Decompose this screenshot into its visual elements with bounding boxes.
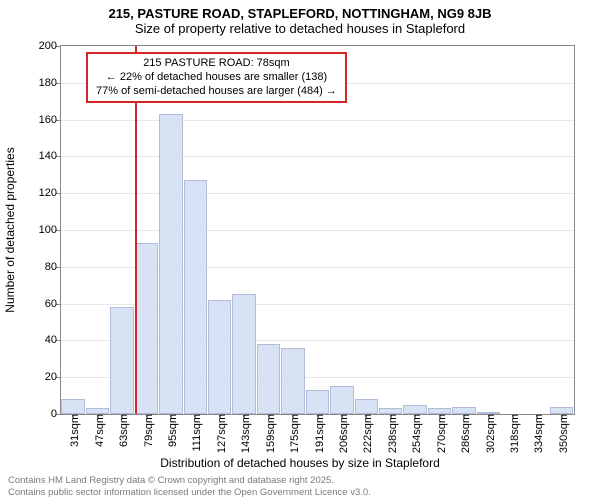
- ytick-label: 160: [39, 114, 61, 126]
- histogram-bar: [355, 399, 378, 414]
- xtick-label: 47sqm: [90, 414, 106, 447]
- histogram-bar: [159, 114, 182, 414]
- gridline: [61, 230, 574, 231]
- ytick-label: 200: [39, 40, 61, 52]
- chart-title-sub: Size of property relative to detached ho…: [0, 21, 600, 40]
- histogram-bar: [232, 294, 255, 414]
- annotation-line-1: 215 PASTURE ROAD: 78sqm: [96, 57, 337, 71]
- gridline: [61, 120, 574, 121]
- histogram-bar: [550, 407, 573, 414]
- histogram-bar: [135, 243, 158, 414]
- xtick-label: 238sqm: [383, 414, 399, 453]
- xtick-label: 127sqm: [212, 414, 228, 453]
- ytick-label: 140: [39, 150, 61, 162]
- xtick-label: 191sqm: [310, 414, 326, 453]
- xtick-label: 175sqm: [285, 414, 301, 453]
- xtick-label: 350sqm: [554, 414, 570, 453]
- histogram-bar: [110, 307, 133, 414]
- footer-line-1: Contains HM Land Registry data © Crown c…: [8, 475, 600, 486]
- ytick-label: 80: [45, 261, 61, 273]
- xtick-label: 270sqm: [432, 414, 448, 453]
- histogram-bar: [61, 399, 84, 414]
- ytick-label: 20: [45, 371, 61, 383]
- ytick-label: 180: [39, 77, 61, 89]
- ytick-label: 0: [51, 408, 61, 420]
- histogram-bar: [330, 386, 353, 414]
- xtick-label: 254sqm: [407, 414, 423, 453]
- chart-title-main: 215, PASTURE ROAD, STAPLEFORD, NOTTINGHA…: [0, 0, 600, 21]
- histogram-bar: [452, 407, 475, 414]
- xtick-label: 206sqm: [334, 414, 350, 453]
- gridline: [61, 193, 574, 194]
- histogram-bar: [208, 300, 231, 414]
- ytick-label: 60: [45, 298, 61, 310]
- xtick-label: 302sqm: [481, 414, 497, 453]
- ytick-label: 100: [39, 224, 61, 236]
- xtick-label: 143sqm: [236, 414, 252, 453]
- annotation-callout: 215 PASTURE ROAD: 78sqm ← 22% of detache…: [86, 52, 347, 103]
- histogram-bar: [306, 390, 329, 414]
- xtick-label: 79sqm: [139, 414, 155, 447]
- attribution-footer: Contains HM Land Registry data © Crown c…: [8, 475, 600, 498]
- annotation-line-2: ← 22% of detached houses are smaller (13…: [96, 71, 337, 85]
- xtick-label: 111sqm: [187, 414, 203, 452]
- xtick-label: 318sqm: [505, 414, 521, 453]
- y-axis-label: Number of detached properties: [3, 147, 17, 312]
- xtick-label: 95sqm: [163, 414, 179, 447]
- xtick-label: 222sqm: [358, 414, 374, 453]
- ytick-label: 120: [39, 187, 61, 199]
- histogram-bar: [257, 344, 280, 414]
- x-axis-label: Distribution of detached houses by size …: [0, 456, 600, 470]
- xtick-label: 63sqm: [114, 414, 130, 447]
- histogram-bar: [403, 405, 426, 414]
- xtick-label: 159sqm: [261, 414, 277, 453]
- ytick-label: 40: [45, 334, 61, 346]
- annotation-line-3: 77% of semi-detached houses are larger (…: [96, 85, 337, 99]
- xtick-label: 334sqm: [529, 414, 545, 453]
- histogram-bar: [281, 348, 304, 414]
- xtick-label: 286sqm: [456, 414, 472, 453]
- y-axis-label-container: Number of detached properties: [0, 45, 20, 415]
- gridline: [61, 156, 574, 157]
- xtick-label: 31sqm: [65, 414, 81, 447]
- histogram-bar: [184, 180, 207, 414]
- histogram-plot-area: 02040608010012014016018020031sqm47sqm63s…: [60, 45, 575, 415]
- footer-line-2: Contains public sector information licen…: [8, 487, 600, 498]
